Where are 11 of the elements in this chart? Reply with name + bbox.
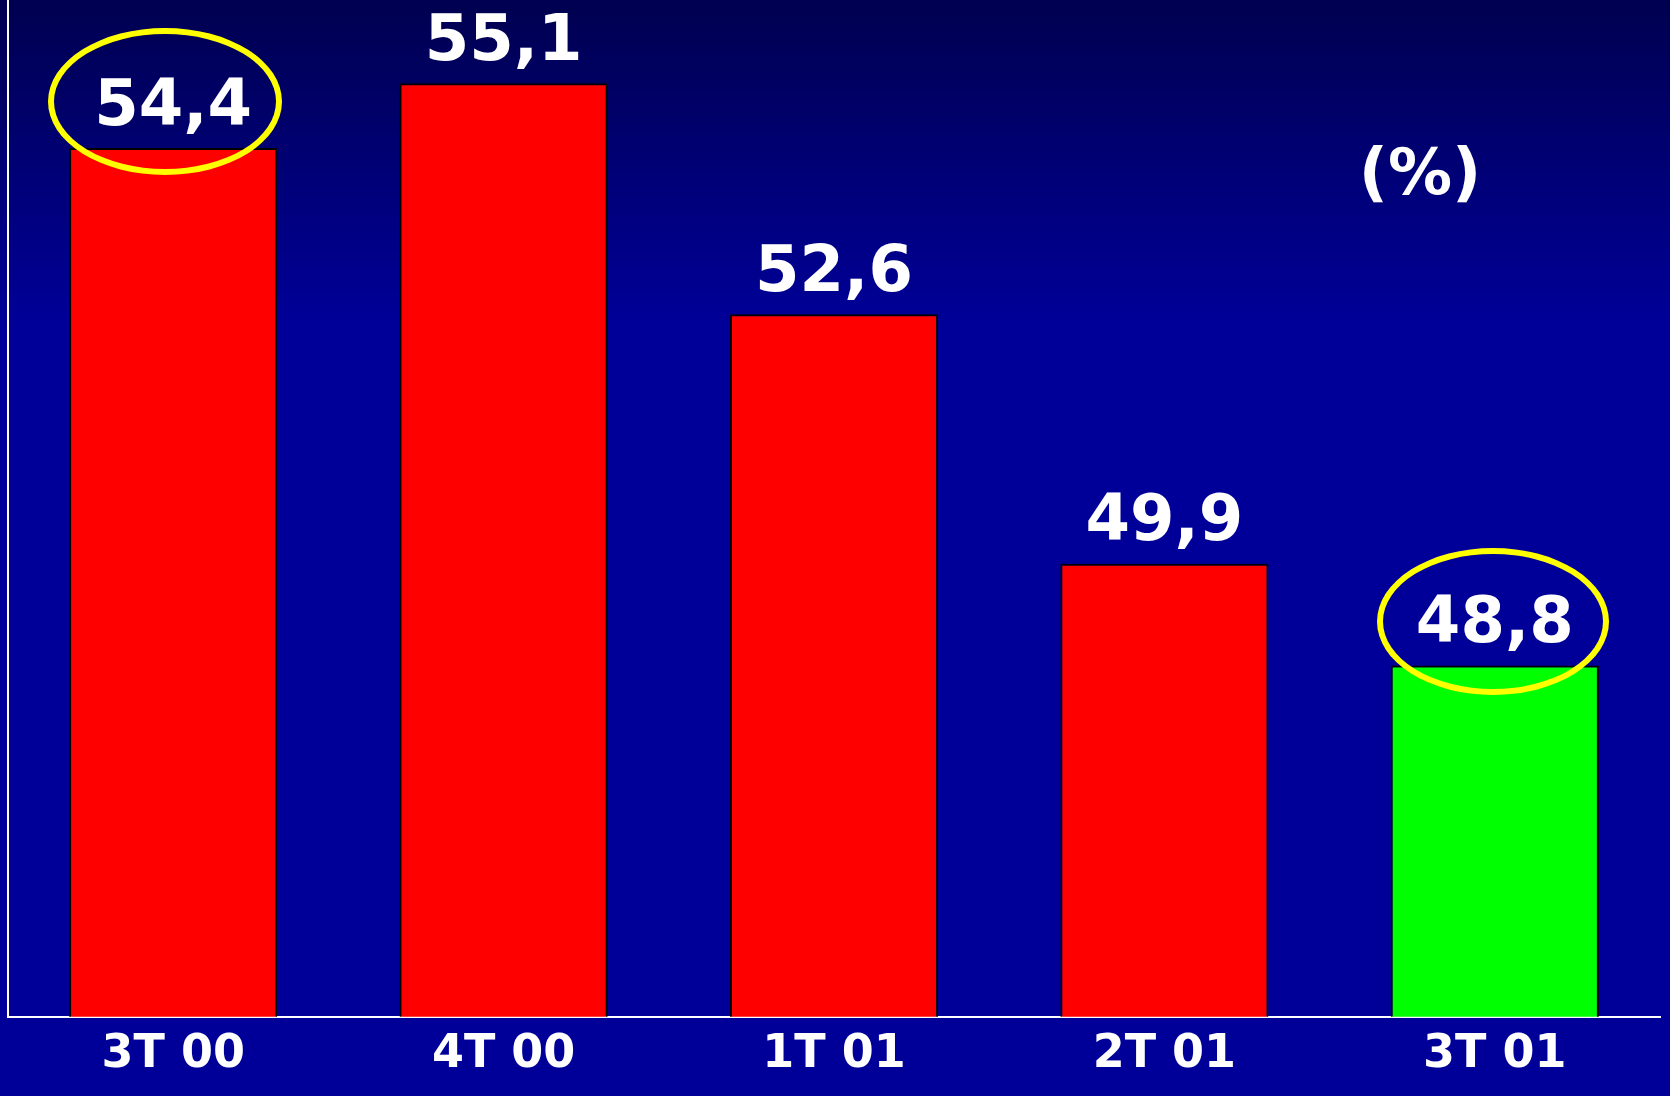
x-tick-label: 2T 01 (1092, 1024, 1237, 1079)
data-label: 55,1 (424, 0, 583, 75)
x-tick-label: 3T 00 (101, 1024, 245, 1079)
data-label: 52,6 (755, 231, 913, 306)
x-tick-label: 1T 01 (762, 1024, 906, 1079)
text: (%) (1357, 135, 1483, 209)
data-label: 54,4 (94, 65, 253, 140)
data-label: 48,8 (1415, 583, 1574, 658)
x-tick-label: 3T 01 (1423, 1024, 1567, 1079)
data-label: 49,9 (1085, 481, 1244, 556)
x-tick-label: 4T 00 (431, 1024, 576, 1079)
